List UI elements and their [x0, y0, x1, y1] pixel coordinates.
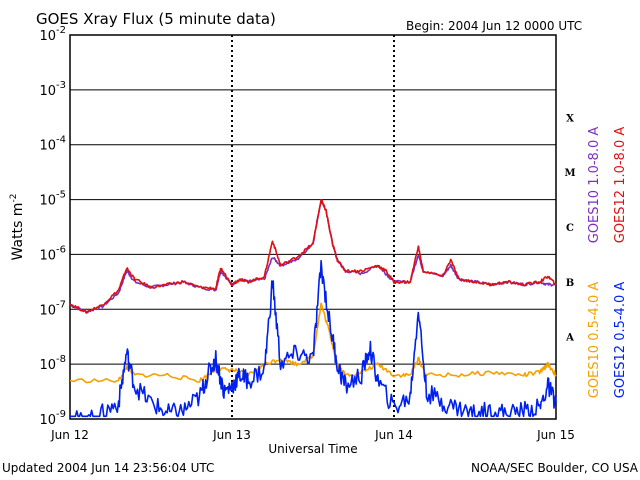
series-line-1 — [69, 199, 557, 314]
plot-area — [69, 34, 557, 420]
flare-class-M: M — [564, 168, 575, 179]
flare-class-A: A — [565, 333, 574, 344]
y-tick-label: 10-9 — [39, 409, 66, 428]
y-tick-label: 10-5 — [39, 190, 66, 209]
updated-timestamp: Updated 2004 Jun 14 23:56:04 UTC — [2, 461, 214, 475]
y-axis-label: Watts m-2 — [9, 194, 26, 261]
x-axis-ticks: Jun 12 Jun 13 Jun 14 Jun 15 — [50, 428, 575, 442]
legend-entry: GOES10 0.5-4.0 A — [587, 282, 602, 399]
flare-class-B: B — [566, 278, 574, 289]
x-tick-label: Jun 15 — [536, 428, 575, 442]
legend-entry: GOES12 1.0-8.0 A — [613, 127, 628, 244]
y-axis-label-exponent: -2 — [9, 194, 19, 203]
y-axis-ticks: 10-2 10-3 10-4 10-5 10-6 10-7 10-8 10-9 — [39, 25, 66, 428]
x-axis-label: Universal Time — [268, 442, 357, 456]
flare-class-X: X — [566, 113, 574, 124]
y-tick-label: 10-4 — [39, 135, 66, 154]
flare-class-labels: X M C B A — [564, 113, 575, 343]
x-tick-label: Jun 12 — [50, 428, 89, 442]
begin-label: Begin: 2004 Jun 12 0000 UTC — [406, 19, 582, 33]
flare-class-C: C — [566, 223, 574, 234]
series-line-2 — [69, 302, 557, 384]
series-legend: GOES10 1.0-8.0 A GOES12 1.0-8.0 A GOES10 0… — [587, 127, 628, 399]
legend-entry: GOES10 1.0-8.0 A — [587, 127, 602, 244]
decade-gridlines — [70, 89, 556, 365]
credit-text: NOAA/SEC Boulder, CO USA — [471, 461, 639, 475]
x-tick-label: Jun 13 — [212, 428, 251, 442]
x-tick-label: Jun 14 — [374, 428, 413, 442]
chart-title: GOES Xray Flux (5 minute data) — [36, 10, 276, 28]
series-line-3 — [70, 259, 557, 418]
y-tick-label: 10-2 — [39, 25, 66, 44]
y-tick-label: 10-8 — [39, 354, 66, 373]
y-tick-label: 10-7 — [39, 299, 66, 318]
legend-entry: GOES12 0.5-4.0 A — [613, 282, 628, 399]
day-dividers — [231, 35, 395, 419]
y-tick-label: 10-3 — [39, 80, 66, 99]
flux-series — [69, 199, 557, 418]
y-tick-label: 10-6 — [39, 244, 66, 263]
